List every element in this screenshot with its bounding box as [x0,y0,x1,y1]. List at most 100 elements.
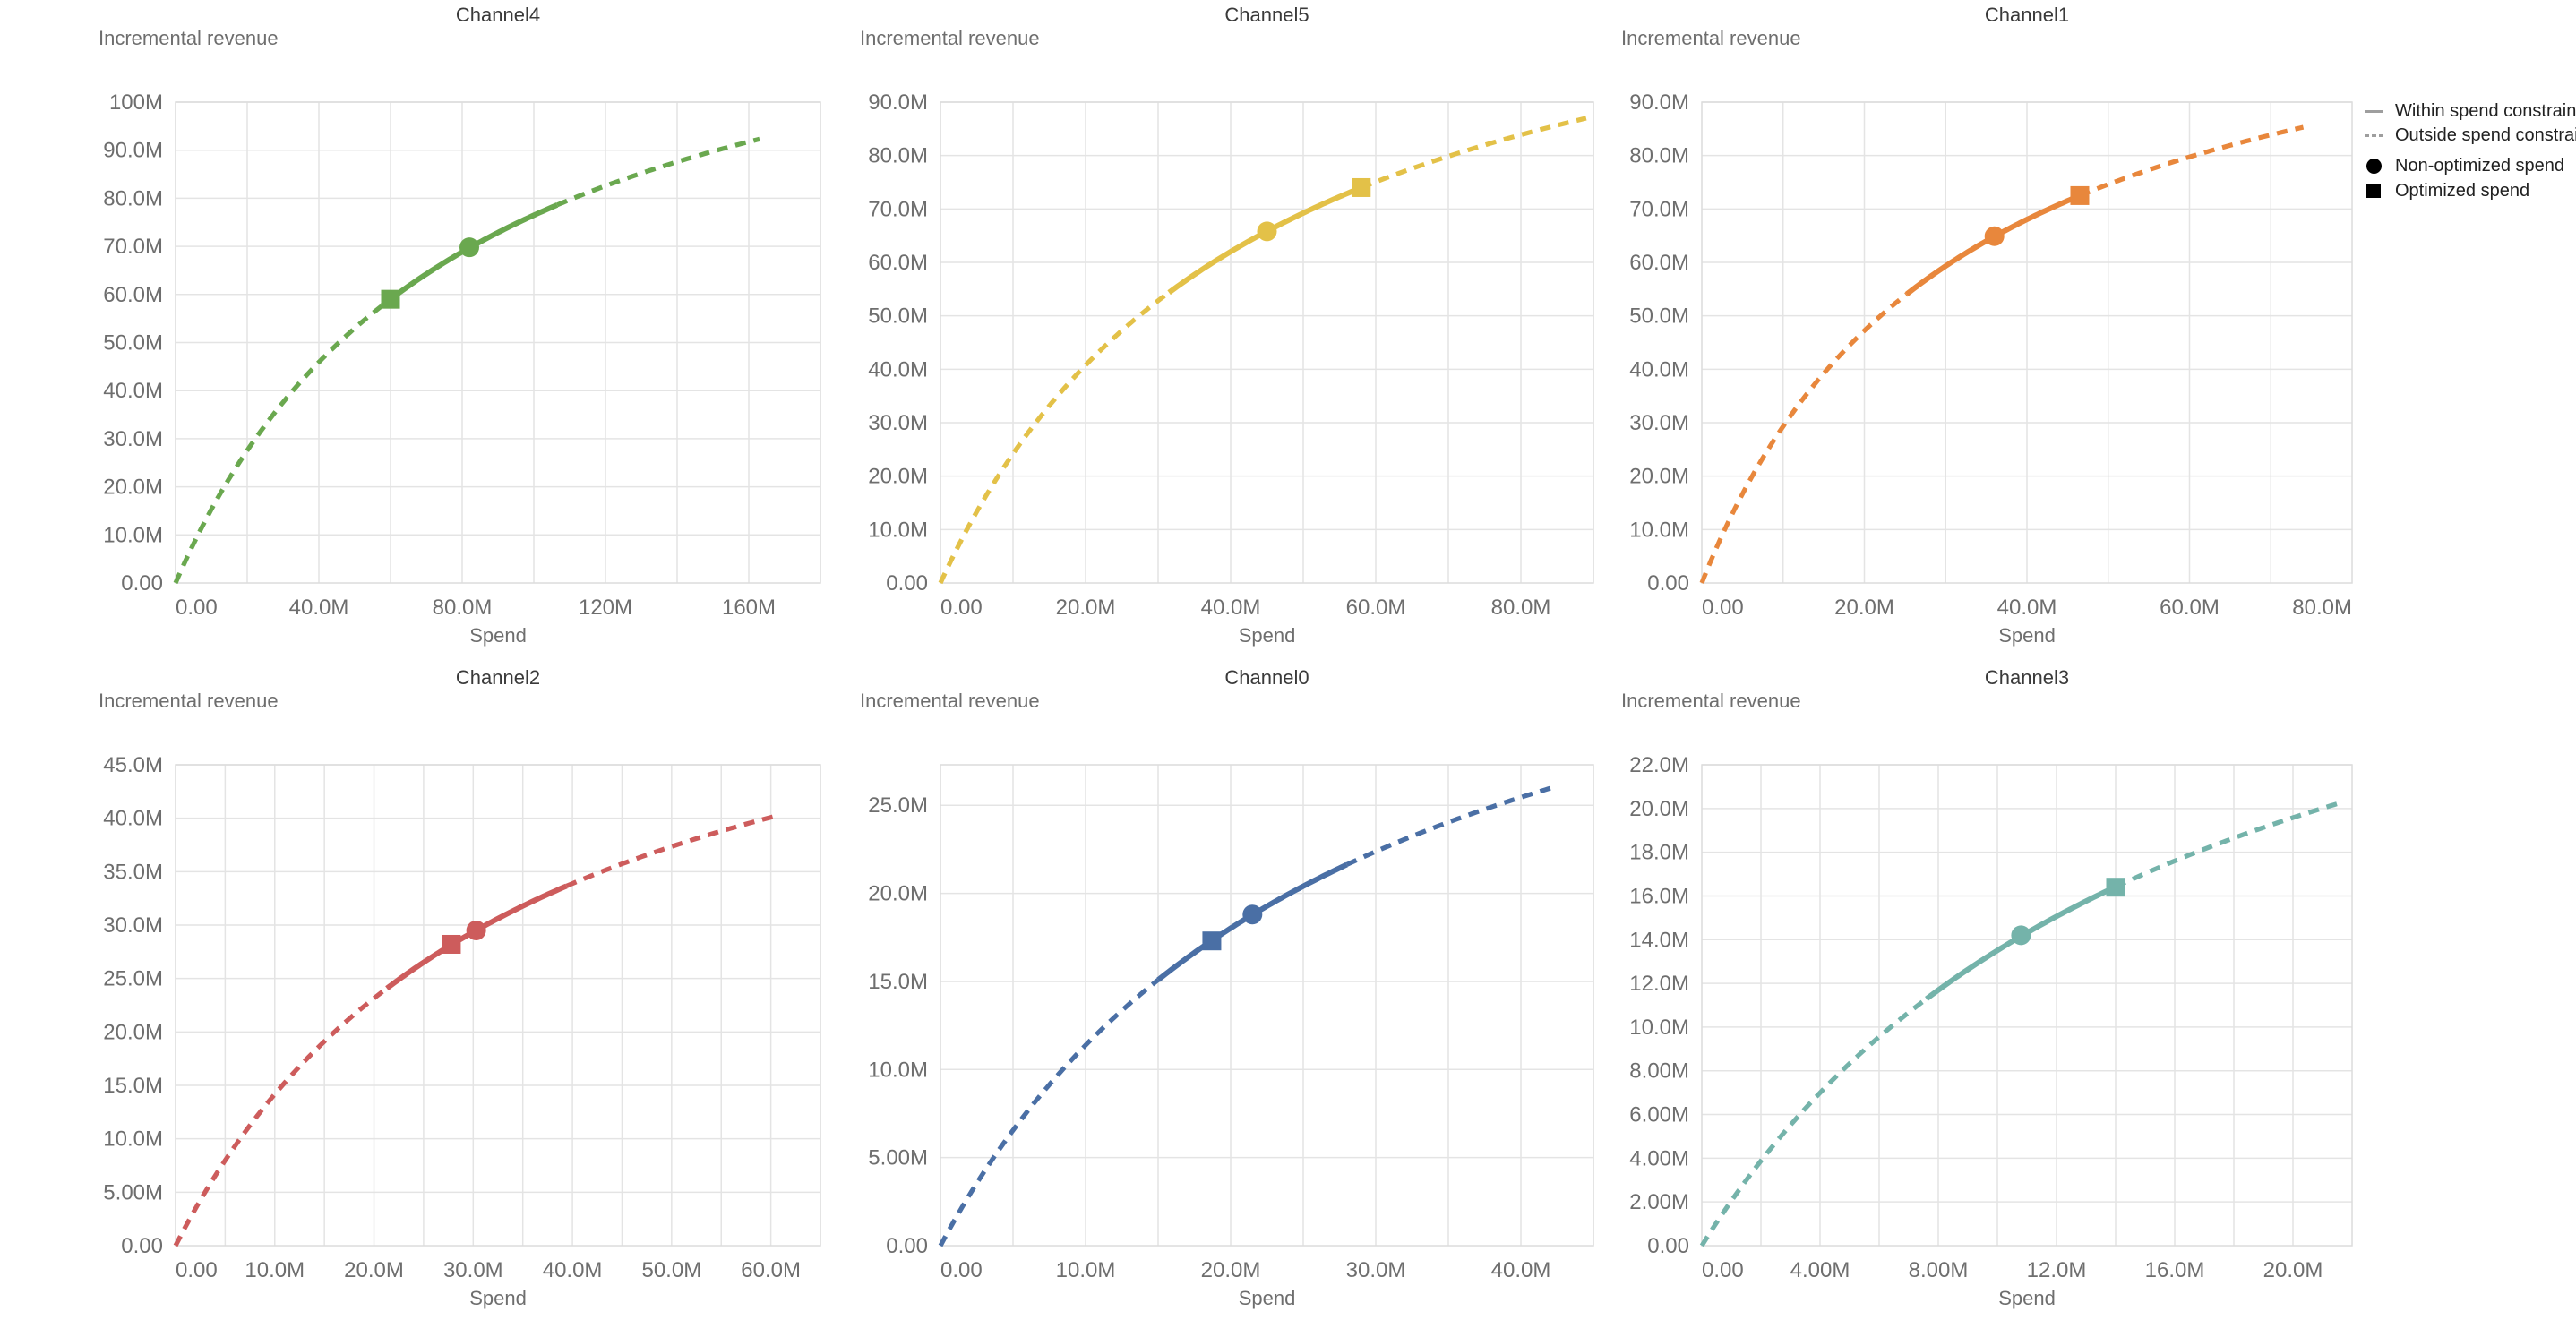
svg-text:5.00M: 5.00M [868,1146,928,1170]
response-curve-plot: 0.00 5.00M 10.0M 15.0M 20.0M 25.0M 30.0M 35.0M 4… [103,753,821,1309]
svg-text:25.0M: 25.0M [103,967,163,991]
plot-border [175,764,821,1247]
svg-text:15.0M: 15.0M [868,970,928,994]
svg-text:0.00: 0.00 [1702,596,1744,620]
svg-text:10.0M: 10.0M [103,1127,163,1152]
solid-line-icon [2365,109,2383,113]
svg-text:10.0M: 10.0M [868,518,928,542]
gridlines [176,764,820,1246]
svg-text:16.0M: 16.0M [1629,884,1689,908]
svg-text:60.0M: 60.0M [1629,251,1689,275]
svg-text:50.0M: 50.0M [641,1258,701,1282]
svg-text:2.00M: 2.00M [1629,1190,1689,1214]
legend-item-optimized: Optimized spend [2365,180,2529,201]
svg-text:40.0M: 40.0M [868,357,928,381]
svg-text:40.0M: 40.0M [1201,596,1261,620]
legend-label: Non-optimized spend [2395,155,2564,176]
x-axis-tick-labels: 0.00 40.0M 80.0M 120M 160M [176,596,776,620]
curve-outside-constraint [938,978,1160,1247]
plot-border [940,101,1594,584]
svg-text:70.0M: 70.0M [868,197,928,221]
svg-text:4.00M: 4.00M [1790,1258,1850,1282]
svg-text:40.0M: 40.0M [1629,357,1689,381]
svg-text:40.0M: 40.0M [103,379,163,403]
svg-text:120M: 120M [579,596,632,620]
svg-text:20.0M: 20.0M [344,1258,404,1282]
curve-outside-constraint [1699,292,1909,584]
y-axis-tick-labels: 0.00 10.0M 20.0M 30.0M 40.0M 50.0M 60.0M 70.0M 8… [1629,90,1689,596]
svg-text:45.0M: 45.0M [103,753,163,777]
x-axis-tick-labels: 0.00 10.0M 20.0M 30.0M 40.0M 50.0M 60.0M [176,1258,801,1282]
non-optimized-spend-marker [459,237,479,258]
svg-text:80.0M: 80.0M [1491,596,1551,620]
svg-text:60.0M: 60.0M [868,251,928,275]
circle-marker-icon [2365,158,2383,174]
plot-border [175,101,821,584]
svg-text:8.00M: 8.00M [1909,1258,1969,1282]
y-axis-title: Incremental revenue [1621,27,1801,49]
svg-text:12.0M: 12.0M [1629,972,1689,996]
svg-text:80.0M: 80.0M [103,186,163,210]
svg-text:20.0M: 20.0M [1629,465,1689,489]
dashed-line-icon [2365,133,2383,137]
chart-panel-channel4: Channel4 Incremental revenue 0.00 10.0M 20… [0,0,851,663]
y-axis-title: Incremental revenue [99,27,279,49]
plot-border [1701,764,2353,1247]
chart-panel-channel5: Channel5 Incremental revenue 0.00 10.0M 20… [851,0,1612,663]
svg-text:14.0M: 14.0M [1629,928,1689,952]
svg-text:12.0M: 12.0M [2027,1258,2087,1282]
svg-text:50.0M: 50.0M [1629,304,1689,329]
curve-outside-constraint [1699,997,1928,1247]
svg-text:20.0M: 20.0M [868,882,928,906]
chart-title: Channel1 [1984,4,2070,26]
y-axis-title: Incremental revenue [1621,690,1801,712]
x-axis-title: Spend [1239,624,1296,647]
optimized-spend-marker [442,934,461,954]
y-axis-title: Incremental revenue [99,690,279,712]
response-curve-plot: 0.00 2.00M 4.00M 6.00M 8.00M 10.0M 12.0M 14.0M 1… [1629,753,2353,1309]
svg-text:100M: 100M [109,90,163,115]
curve-outside-constraint [2114,801,2339,889]
y-axis-title: Incremental revenue [860,27,1040,49]
legend-item-within-constraint: Within spend constraint [2365,100,2576,122]
legend-item-outside-constraint: Outside spend constraint [2365,124,2576,146]
svg-text:22.0M: 22.0M [1629,753,1689,777]
chart-panel-channel2: Channel2 Incremental revenue 0.00 5.00M 10… [0,663,851,1320]
x-axis-title: Spend [1998,624,2056,647]
y-axis-tick-labels: 0.00 10.0M 20.0M 30.0M 40.0M 50.0M 60.0M 70.0M 8… [103,90,163,596]
svg-text:80.0M: 80.0M [1629,144,1689,168]
svg-text:40.0M: 40.0M [543,1258,603,1282]
gridlines [940,101,1593,583]
non-optimized-spend-marker [1242,904,1263,925]
svg-text:20.0M: 20.0M [868,465,928,489]
y-axis-title: Incremental revenue [860,690,1040,712]
svg-text:20.0M: 20.0M [2263,1258,2323,1282]
x-axis-title: Spend [1239,1287,1296,1309]
svg-text:20.0M: 20.0M [103,1020,163,1044]
chart-title: Channel4 [455,4,541,26]
svg-text:4.00M: 4.00M [1629,1146,1689,1170]
svg-text:40.0M: 40.0M [1997,596,2057,620]
x-axis-title: Spend [469,624,527,647]
square-marker-icon [2365,184,2383,198]
svg-text:20.0M: 20.0M [1056,596,1116,620]
optimized-spend-marker [381,289,400,309]
curve-outside-constraint [2078,124,2305,198]
svg-text:10.0M: 10.0M [1629,1016,1689,1040]
chart-title: Channel0 [1224,666,1309,689]
svg-text:80.0M: 80.0M [433,596,493,620]
x-axis-title: Spend [469,1287,527,1309]
gridlines [1702,764,2352,1246]
svg-text:30.0M: 30.0M [1346,1258,1406,1282]
svg-text:6.00M: 6.00M [1629,1103,1689,1127]
legend-label: Optimized spend [2395,180,2530,201]
y-axis-tick-labels: 0.00 2.00M 4.00M 6.00M 8.00M 10.0M 12.0M 14.0M 1… [1629,753,1689,1258]
svg-text:50.0M: 50.0M [103,331,163,356]
optimized-spend-marker [2070,185,2090,205]
legend-label: Outside spend constraint [2395,124,2576,145]
svg-text:30.0M: 30.0M [103,913,163,938]
svg-text:70.0M: 70.0M [1629,197,1689,221]
svg-text:90.0M: 90.0M [103,139,163,163]
svg-text:25.0M: 25.0M [868,793,928,818]
chart-panel-channel1: Channel1 Incremental revenue 0.00 10.0M 20… [1612,0,2365,663]
